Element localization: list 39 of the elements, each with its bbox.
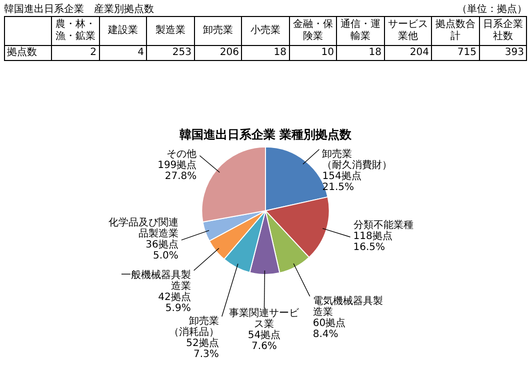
slice-label: 卸売業（消耗品） xyxy=(168,315,219,338)
text: （単位：拠点） xyxy=(457,2,527,16)
data-label: 60拠点 8.4% xyxy=(312,316,346,340)
data-label: 199拠点 27.8% xyxy=(158,158,197,182)
slice-label: 卸売業（耐久消費財） xyxy=(322,148,392,171)
data-label: 393 xyxy=(479,46,526,60)
category-label: 製造業 xyxy=(146,16,194,46)
slice-label: 化学品及び関連品製造業 xyxy=(108,216,178,240)
slice-label: 事業関連サービス業 xyxy=(229,307,300,330)
slice-label: 一般機械器具製造業 xyxy=(120,269,191,292)
data-label: 18 xyxy=(242,46,289,60)
data-label: 42拠点 5.9% xyxy=(158,291,191,314)
category-label: 金融・保険業 xyxy=(289,16,336,46)
category-label: 通信・運輸業 xyxy=(336,16,384,46)
category-label: 拠点数合計 xyxy=(432,16,479,46)
category-label: 小売業 xyxy=(242,16,289,46)
data-label: 54拠点 7.6% xyxy=(248,329,281,352)
data-label: 18 xyxy=(336,46,384,60)
category-label: 卸売業 xyxy=(194,16,242,46)
data-label: 2 xyxy=(52,46,99,60)
data-label: 204 xyxy=(384,46,432,60)
text: 拠点数 xyxy=(4,46,52,60)
data-label: 36拠点 5.0% xyxy=(146,238,178,262)
category-label: サービス業他 xyxy=(384,16,432,46)
category-label: 建設業 xyxy=(99,16,146,46)
data-label: 118拠点 16.5% xyxy=(353,230,392,254)
chart-title: 韓国進出日系企業 業種別拠点数 xyxy=(179,127,353,142)
text: 韓国進出日系企業 産業別拠点数 xyxy=(4,2,154,16)
data-label: 206 xyxy=(194,46,242,60)
data-label: 52拠点 7.3% xyxy=(186,337,219,360)
category-label: 農・林・漁・鉱業 xyxy=(52,16,99,46)
category-label: 日系企業社数 xyxy=(479,16,526,46)
slice-label: 分類不能業種 xyxy=(353,219,414,232)
data-label: 4 xyxy=(99,46,146,60)
data-label: 253 xyxy=(146,46,194,60)
data-label: 715 xyxy=(432,46,479,60)
slice-label: 電気機械器具製造業 xyxy=(312,294,383,318)
slice-label: その他 xyxy=(166,148,197,160)
data-label: 10 xyxy=(289,46,336,60)
